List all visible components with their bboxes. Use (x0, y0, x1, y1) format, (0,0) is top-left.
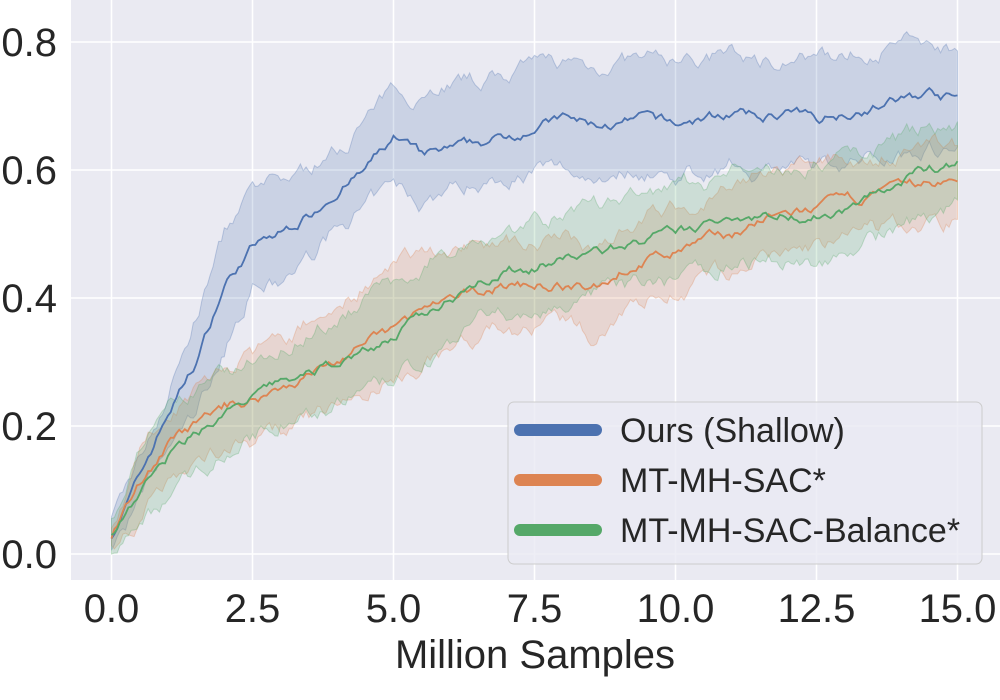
y-tick-label: 0.2 (1, 405, 57, 449)
y-tick-label: 0.4 (1, 277, 57, 321)
x-tick-label: 12.5 (778, 587, 856, 631)
y-tick-label: 0.6 (1, 149, 57, 193)
x-tick-label: 10.0 (637, 587, 715, 631)
confidence-band-0 (111, 31, 958, 551)
legend-label: Ours (Shallow) (620, 412, 845, 450)
x-axis-label: Million Samples (395, 633, 675, 677)
legend-box (507, 401, 983, 565)
x-tick-label: 7.5 (507, 587, 563, 631)
series-line-0 (110, 86, 958, 540)
confidence-band-1 (111, 132, 958, 550)
x-tick-label: 2.5 (225, 587, 281, 631)
legend-label: MT-MH-SAC* (620, 462, 826, 500)
series-line-2 (110, 160, 959, 536)
legend-label: MT-MH-SAC-Balance* (620, 512, 960, 550)
y-tick-label: 0.8 (1, 21, 57, 65)
x-tick-label: 15.0 (919, 587, 997, 631)
x-tick-label: 0.0 (84, 587, 140, 631)
series-line-1 (110, 177, 958, 539)
y-tick-label: 0.0 (1, 533, 57, 577)
x-tick-label: 5.0 (366, 587, 422, 631)
legend: Ours (Shallow) MT-MH-SAC* MT-MH-SAC-Balanc… (507, 401, 983, 565)
